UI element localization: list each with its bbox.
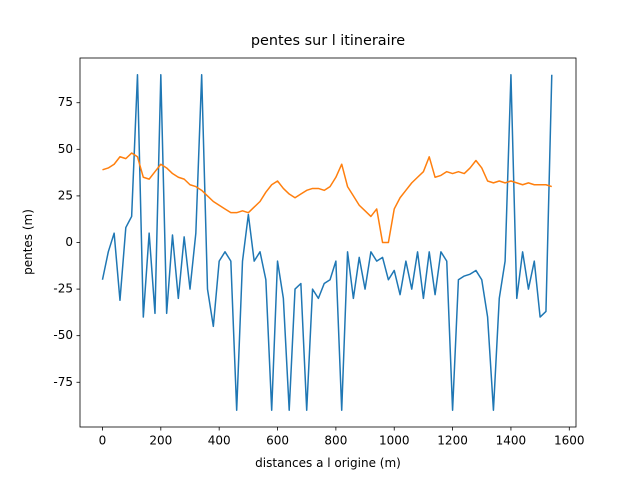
y-tick-label: -75 (53, 375, 73, 389)
y-tick-label: 0 (65, 235, 73, 249)
x-tick-label: 800 (324, 434, 347, 448)
y-tick-label: 75 (58, 95, 73, 109)
y-axis-label: pentes (m) (21, 209, 35, 275)
x-tick-label: 1000 (379, 434, 410, 448)
y-tick-label: 25 (58, 188, 73, 202)
y-tick-label: 50 (58, 142, 73, 156)
x-tick-label: 600 (266, 434, 289, 448)
chart-title: pentes sur l itineraire (251, 33, 405, 49)
x-tick-label: 400 (208, 434, 231, 448)
x-tick-label: 1400 (496, 434, 527, 448)
x-tick-label: 200 (149, 434, 172, 448)
x-tick-label: 0 (99, 434, 107, 448)
y-tick-label: -25 (53, 282, 73, 296)
x-axis-label: distances a l origine (m) (255, 456, 401, 470)
y-tick-label: -50 (53, 328, 73, 342)
plot-frame (79, 57, 577, 428)
series-line (101, 74, 553, 411)
x-tick-label: 1200 (437, 434, 468, 448)
series-line (102, 152, 553, 244)
x-tick-label: 1600 (554, 434, 585, 448)
